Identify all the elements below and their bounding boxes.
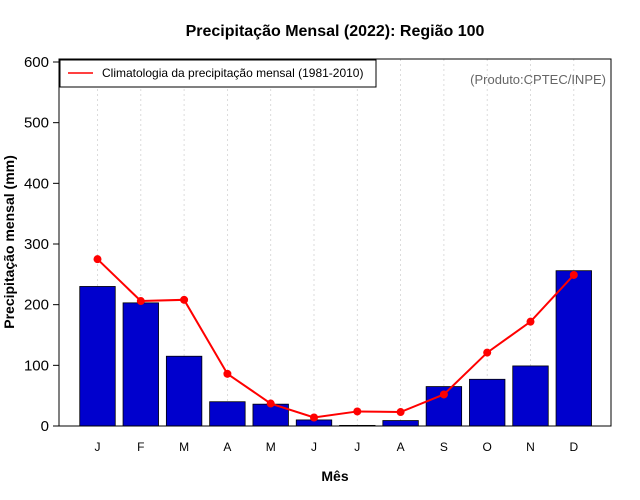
x-axis-title: Mês: [321, 468, 348, 484]
legend-label: Climatologia da precipitação mensal (198…: [102, 66, 363, 80]
y-axis-title: Precipitação mensal (mm): [1, 155, 17, 329]
climatology-point-2: [136, 297, 145, 306]
y-tick-label-500: 500: [24, 115, 49, 132]
x-tick-label-7: J: [354, 440, 360, 454]
legend-box: [59, 59, 377, 88]
bar-11: [512, 365, 549, 427]
y-tick-label-100: 100: [24, 357, 49, 374]
x-tick-label-5: M: [266, 440, 276, 454]
x-tick-label-9: S: [440, 440, 448, 454]
bar-10: [469, 378, 506, 427]
climatology-point-5: [266, 399, 275, 408]
points-layer: [93, 255, 578, 422]
x-tick-label-1: J: [95, 440, 101, 454]
credit-text: (Produto:CPTEC/INPE): [470, 72, 606, 87]
chart-title: Precipitação Mensal (2022): Região 100: [186, 23, 485, 40]
x-tick-label-8: A: [397, 440, 405, 454]
bar-4: [209, 401, 246, 427]
y-tick-label-200: 200: [24, 297, 49, 314]
climatology-point-6: [310, 413, 318, 422]
climatology-point-7: [353, 407, 362, 416]
climatology-point-12: [569, 270, 578, 279]
plot-frame: [58, 58, 612, 427]
bar-8: [382, 420, 419, 427]
y-tick-label-600: 600: [24, 54, 49, 71]
y-tick-label-400: 400: [24, 175, 49, 192]
x-tick-label-6: J: [311, 440, 317, 454]
x-tick-label-10: O: [483, 440, 492, 454]
x-tick-label-3: M: [179, 440, 189, 454]
line-layer: [96, 258, 575, 419]
bar-3: [165, 355, 203, 427]
climatology-line: [96, 258, 575, 419]
x-tick-label-12: D: [569, 440, 578, 454]
y-axis: 0 100 200 300 400 500 600: [24, 54, 59, 435]
climatology-point-3: [180, 295, 189, 304]
bar-1: [79, 286, 116, 427]
climatology-point-10: [483, 348, 492, 357]
bar-12: [555, 270, 592, 427]
x-tick-label-11: N: [526, 440, 535, 454]
x-tick-label-4: A: [223, 440, 231, 454]
climatology-point-1: [93, 255, 102, 264]
y-tick-label-300: 300: [24, 236, 49, 253]
y-tick-label-0: 0: [41, 418, 49, 435]
bars-layer: [79, 270, 592, 427]
climatology-point-9: [439, 390, 448, 399]
climatology-point-4: [223, 369, 232, 378]
x-tick-label-2: F: [137, 440, 144, 454]
climatology-point-11: [526, 317, 535, 326]
legend: Climatologia da precipitação mensal (198…: [59, 59, 377, 88]
climatology-point-8: [396, 408, 405, 417]
bar-2: [122, 302, 159, 427]
